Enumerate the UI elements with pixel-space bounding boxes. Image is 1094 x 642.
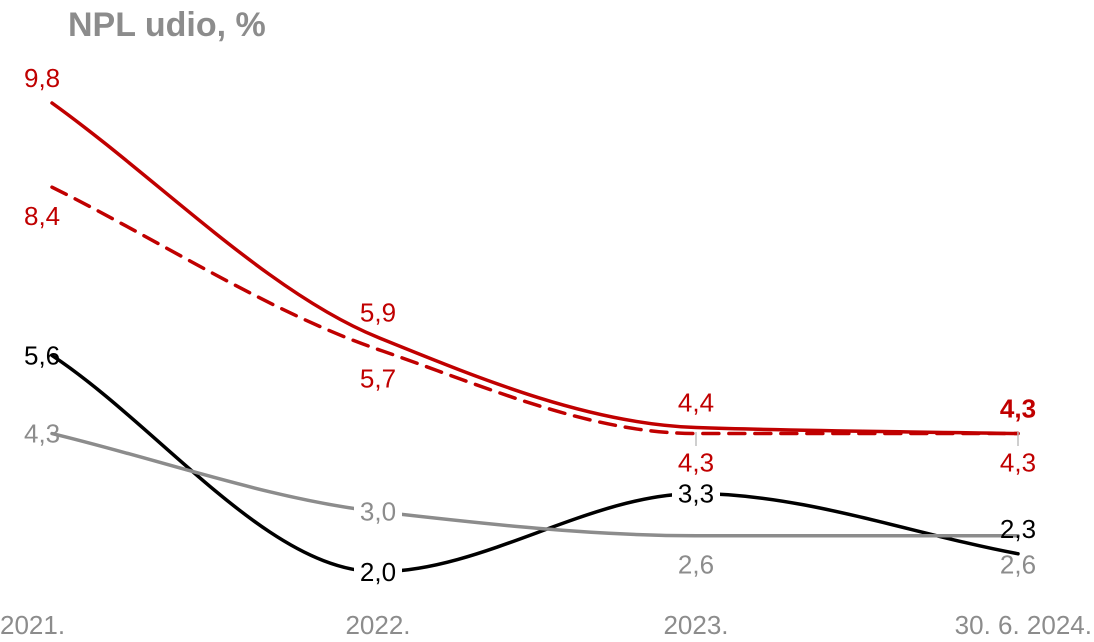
data-label: 2,6: [678, 550, 714, 580]
data-label: 2,0: [360, 557, 396, 587]
data-label: 4,3: [1000, 394, 1036, 424]
data-label: 4,3: [678, 448, 714, 478]
x-tick-label: 2023.: [663, 610, 728, 640]
data-label: 3,3: [678, 479, 714, 509]
lines-layer: [52, 103, 1018, 572]
data-label: 5,6: [24, 340, 60, 370]
data-label: 4,3: [24, 419, 60, 449]
data-label: 5,9: [360, 297, 396, 327]
series-line-0: [52, 103, 1018, 434]
data-label: 2,6: [1000, 550, 1036, 580]
x-tick-label: 2022.: [345, 610, 410, 640]
series-line-2: [52, 355, 1018, 571]
x-tick-label: 30. 6. 2024.: [955, 610, 1092, 640]
data-label: 4,3: [1000, 448, 1036, 478]
labels-layer: 9,8 5,9 4,4 4,3 8,4 5,7 4,3 4,3 5,6 2,0 3,3 2,3 4,3 3…: [24, 63, 1036, 587]
data-label: 2,3: [1000, 514, 1036, 544]
data-label: 4,4: [678, 388, 714, 418]
x-axis: 2021. 2022. 2023. 30. 6. 2024.: [0, 610, 1092, 640]
data-label: 8,4: [24, 201, 60, 231]
data-label: 3,0: [360, 497, 396, 527]
data-label: 9,8: [24, 63, 60, 93]
x-tick-label: 2021.: [0, 610, 65, 640]
data-label: 5,7: [360, 363, 396, 393]
